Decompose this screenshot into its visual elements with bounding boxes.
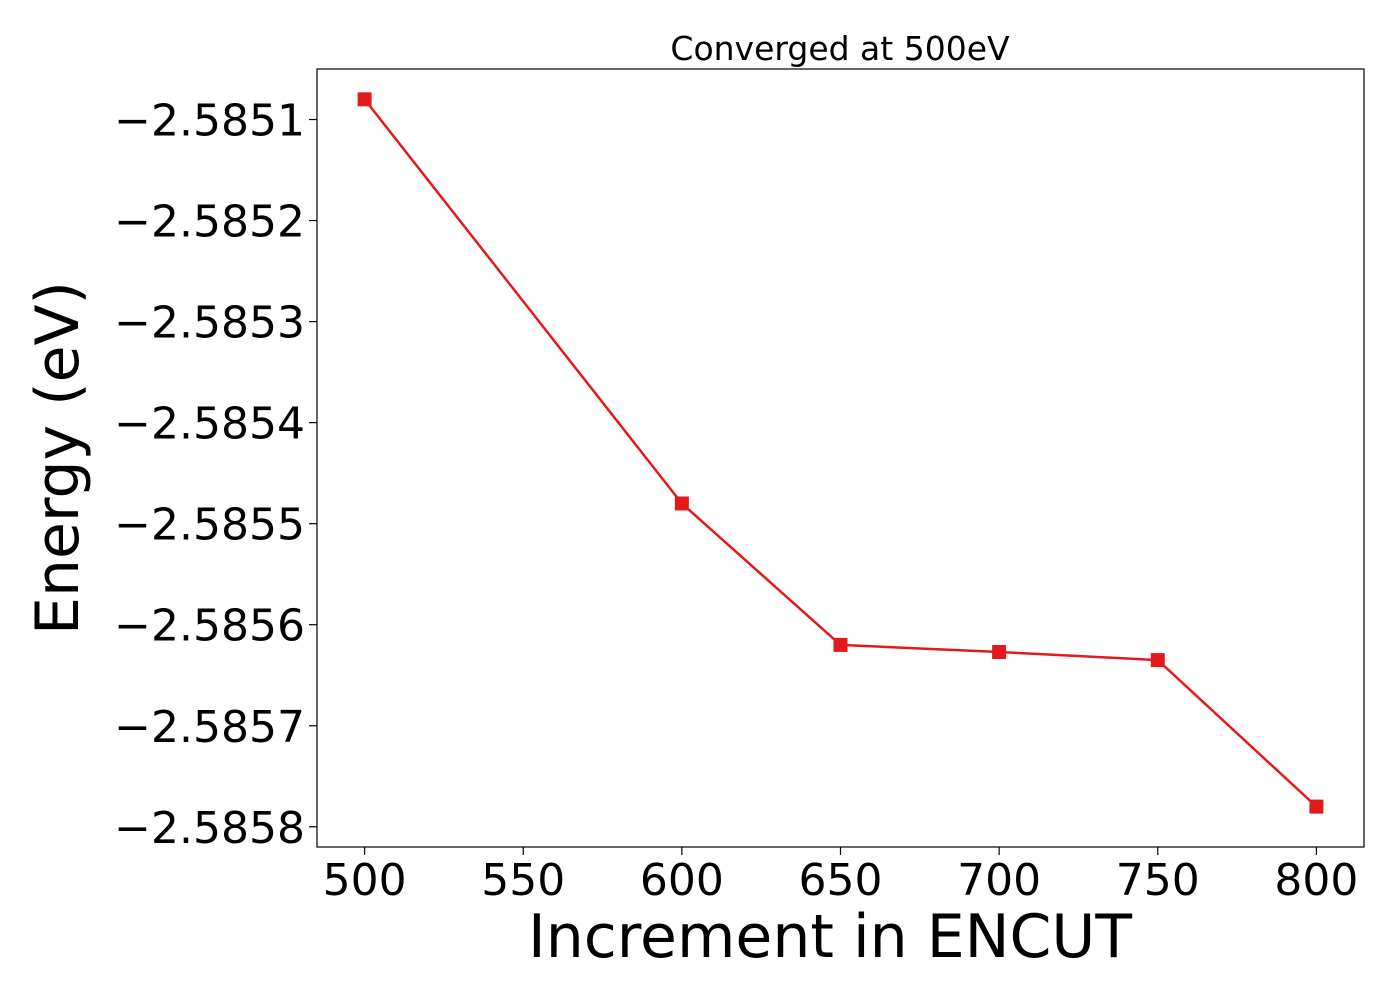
x-tick-label: 700	[957, 855, 1041, 906]
y-tick-label: −2.5855	[114, 500, 305, 551]
x-tick-label: 800	[1274, 855, 1358, 906]
x-tick-label: 650	[799, 855, 883, 906]
y-tick-label: −2.5852	[114, 197, 305, 248]
data-point	[1150, 653, 1165, 668]
data-point	[1309, 799, 1324, 814]
x-axis-label: Increment in ENCUT	[528, 902, 1132, 972]
data-point	[357, 92, 372, 107]
x-tick-label: 600	[640, 855, 724, 906]
x-tick-label: 550	[481, 855, 565, 906]
y-tick-label: −2.5858	[114, 803, 305, 854]
y-tick-label: −2.5857	[114, 702, 305, 753]
x-tick-label: 500	[323, 855, 407, 906]
x-tick-label: 750	[1116, 855, 1200, 906]
plot-frame	[316, 68, 1365, 848]
y-tick-label: −2.5856	[114, 601, 305, 652]
plot-area: 500 550 600 650 700 750 800 −2.5851 −2.5852 −2.58…	[114, 68, 1365, 906]
y-tick-label: −2.5854	[114, 399, 305, 450]
data-point	[992, 644, 1007, 659]
data-point	[674, 496, 689, 511]
chart-title: Converged at 500eV	[670, 29, 1010, 68]
series-line	[363, 98, 1318, 808]
y-tick-label: −2.5853	[114, 298, 305, 349]
y-tick-label: −2.5851	[114, 96, 305, 147]
y-axis-label: Energy (eV)	[23, 281, 93, 635]
data-point	[833, 637, 848, 652]
